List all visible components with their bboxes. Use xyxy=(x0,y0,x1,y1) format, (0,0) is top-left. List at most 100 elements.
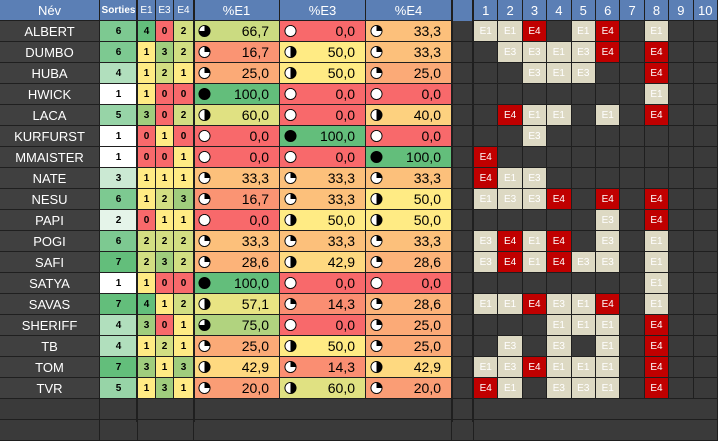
mission-empty-cell xyxy=(474,63,499,84)
sorties-count: 7 xyxy=(100,252,138,273)
mission-empty-cell xyxy=(620,210,645,231)
mission-empty-cell xyxy=(620,252,645,273)
mission-empty-cell xyxy=(620,315,645,336)
row-gap xyxy=(452,336,474,357)
mission-e1-cell: E1 xyxy=(547,42,572,63)
section-divider xyxy=(193,0,195,422)
mission-e3-cell: E3 xyxy=(596,210,621,231)
mission-empty-cell xyxy=(474,336,499,357)
mission-e1-cell: E1 xyxy=(644,21,670,42)
mission-e3-cell: E3 xyxy=(571,378,596,399)
mission-e3-cell: E3 xyxy=(571,42,596,63)
pct-e1-cell: 20,0 xyxy=(194,378,280,399)
pct-e1-cell: 33,3 xyxy=(194,168,280,189)
pct-e1-value: 0,0 xyxy=(249,149,269,165)
pct-e1-value: 57,1 xyxy=(241,296,269,312)
pct-e3-pie-icon xyxy=(284,150,297,164)
mission-e3-cell: E3 xyxy=(571,252,596,273)
pct-e4-cell: 33,3 xyxy=(366,231,452,252)
e4-count: 2 xyxy=(174,231,194,252)
player-name: TOM xyxy=(0,357,100,378)
pct-e3-cell: 60,0 xyxy=(280,378,366,399)
mission-empty-cell xyxy=(474,84,499,105)
sorties-count: 1 xyxy=(100,273,138,294)
mission-e4-cell: E4 xyxy=(498,231,523,252)
e4-count: 2 xyxy=(174,105,194,126)
e3-count: 2 xyxy=(156,63,174,84)
column-divider xyxy=(99,420,100,441)
e1-count: 1 xyxy=(138,189,156,210)
mission-empty-cell xyxy=(669,273,694,294)
e3-count: 1 xyxy=(156,210,174,231)
row-gap xyxy=(452,84,474,105)
header-grid-col: 6 xyxy=(596,0,621,21)
e3-count: 2 xyxy=(156,189,174,210)
pct-e4-pie-icon xyxy=(370,24,383,38)
mission-e4-cell: E4 xyxy=(644,105,670,126)
e1-count: 2 xyxy=(138,231,156,252)
header-sorties: Sorties xyxy=(100,0,138,21)
pct-e4-cell: 50,0 xyxy=(366,189,452,210)
mission-empty-cell xyxy=(669,336,694,357)
header-pct-e1: %E1 xyxy=(194,0,280,21)
row-gap xyxy=(452,252,474,273)
row-gap xyxy=(452,357,474,378)
e4-count: 1 xyxy=(174,63,194,84)
pct-e4-cell: 0,0 xyxy=(366,126,452,147)
mission-e4-cell: E4 xyxy=(547,252,572,273)
mission-empty-cell xyxy=(693,252,718,273)
row-gap xyxy=(452,294,474,315)
mission-empty-cell xyxy=(620,273,645,294)
pct-e1-pie-icon xyxy=(198,339,211,353)
pct-e3-cell: 0,0 xyxy=(280,315,366,336)
pct-e1-cell: 0,0 xyxy=(194,147,280,168)
sorties-count: 3 xyxy=(100,168,138,189)
mission-empty-cell xyxy=(669,42,694,63)
e1-count: 1 xyxy=(138,378,156,399)
pct-e1-cell: 25,0 xyxy=(194,63,280,84)
mission-empty-cell xyxy=(547,126,572,147)
mission-e4-cell: E4 xyxy=(522,294,548,315)
pct-e1-pie-icon xyxy=(198,360,211,374)
pct-e3-pie-icon xyxy=(284,360,297,374)
mission-empty-cell xyxy=(669,189,694,210)
mission-empty-cell xyxy=(620,378,645,399)
e4-count: 2 xyxy=(174,294,194,315)
pct-e1-cell: 28,6 xyxy=(194,252,280,273)
mission-e1-cell: E1 xyxy=(522,231,548,252)
mission-e4-cell: E4 xyxy=(644,336,670,357)
mission-e1-cell: E1 xyxy=(596,336,621,357)
pct-e3-pie-icon xyxy=(284,24,297,38)
mission-e1-cell: E1 xyxy=(547,357,572,378)
pct-e3-pie-icon xyxy=(284,213,297,227)
pct-e1-pie-icon xyxy=(198,171,211,185)
mission-empty-cell xyxy=(644,147,670,168)
sorties-count: 5 xyxy=(100,105,138,126)
pct-e4-cell: 42,9 xyxy=(366,357,452,378)
e1-count: 3 xyxy=(138,315,156,336)
mission-e4-cell: E4 xyxy=(644,210,670,231)
mission-e1-cell: E1 xyxy=(547,315,572,336)
pct-e1-value: 28,6 xyxy=(241,254,269,270)
player-name: TB xyxy=(0,336,100,357)
pct-e1-pie-icon xyxy=(198,318,211,332)
mission-empty-cell xyxy=(693,84,718,105)
pct-e1-value: 75,0 xyxy=(241,317,269,333)
e4-count: 1 xyxy=(174,147,194,168)
mission-empty-cell xyxy=(596,147,621,168)
pct-e3-pie-icon xyxy=(284,108,297,122)
mission-e4-cell: E4 xyxy=(596,21,621,42)
empty-row xyxy=(0,420,718,441)
pct-e1-cell: 0,0 xyxy=(194,126,280,147)
pct-e1-cell: 42,9 xyxy=(194,357,280,378)
row-gap xyxy=(452,378,474,399)
mission-e4-cell: E4 xyxy=(474,168,499,189)
pct-e4-cell: 25,0 xyxy=(366,336,452,357)
mission-empty-cell xyxy=(547,147,572,168)
mission-empty-cell xyxy=(522,273,548,294)
pct-e3-cell: 0,0 xyxy=(280,147,366,168)
e1-count: 2 xyxy=(138,252,156,273)
header-name: Név xyxy=(0,0,100,21)
mission-empty-cell xyxy=(474,315,499,336)
